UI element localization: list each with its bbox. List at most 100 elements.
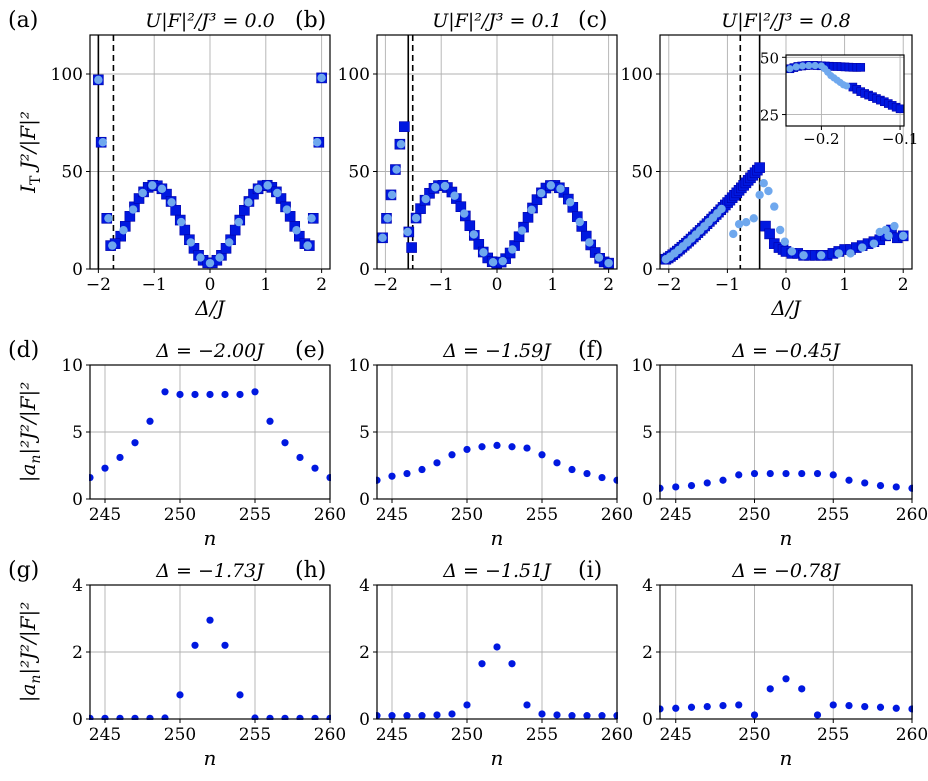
plot-frame — [785, 54, 905, 127]
x-axis-label: n — [780, 746, 793, 770]
series-0 — [659, 675, 913, 719]
circle-point-27 — [834, 249, 843, 258]
panel-label: (g) — [8, 558, 39, 583]
circle-point-22 — [383, 214, 392, 223]
circle-point-13 — [244, 198, 253, 207]
dot-point-9 — [798, 685, 806, 693]
dot-point-7 — [766, 469, 774, 478]
circle-point-9 — [205, 258, 215, 268]
series-0 — [376, 441, 618, 484]
dot-point-11 — [538, 710, 546, 718]
square-point-43 — [764, 228, 775, 240]
x-tick-label-0: −2 — [656, 275, 681, 295]
dot-point-6 — [463, 445, 471, 454]
series-group — [93, 72, 327, 269]
x-axis-label: n — [491, 526, 504, 550]
dot-point-12 — [845, 476, 853, 484]
panel-title: Δ = −1.73J — [155, 560, 265, 582]
dot-point-3 — [418, 465, 426, 474]
series-0 — [89, 388, 331, 482]
dot-point-9 — [798, 469, 806, 478]
x-axis-label: Δ/J — [194, 296, 225, 320]
dot-point-3 — [131, 439, 139, 447]
y-tick-label-1: 2 — [72, 643, 83, 663]
dot-point-10 — [236, 390, 244, 399]
circle-point-11 — [225, 238, 234, 247]
circle-point-25 — [312, 138, 322, 147]
circle-point-9 — [498, 256, 507, 266]
panel-title: Δ = −1.51J — [442, 560, 552, 582]
circle-point-20 — [604, 258, 613, 268]
square-point-49 — [399, 121, 410, 132]
x-axis-label: n — [780, 526, 793, 550]
dot-point-15 — [311, 464, 319, 472]
circle-point-17 — [575, 217, 584, 227]
dot-point-2 — [687, 482, 696, 490]
circle-point-25 — [799, 251, 808, 260]
panel-label: (i) — [578, 558, 602, 583]
dot-point-2 — [116, 453, 124, 462]
circle-point-18 — [292, 226, 301, 235]
dot-point-4 — [719, 702, 727, 710]
circle-point-28 — [846, 249, 855, 258]
dot-point-8 — [493, 441, 501, 449]
x-tick-label-0: 245 — [89, 505, 121, 525]
x-tick-label-0: 245 — [376, 725, 408, 745]
circle-point-0 — [786, 65, 794, 73]
panel-title: Δ = −0.45J — [731, 340, 841, 362]
circle-point-21 — [770, 202, 779, 211]
dot-point-8 — [782, 469, 790, 478]
x-tick-label-2: 0 — [205, 275, 216, 295]
y-tick-label-2: 10 — [348, 356, 370, 376]
dot-point-5 — [448, 710, 456, 718]
x-axis-label: n — [491, 746, 504, 770]
x-tick-label-1: 250 — [451, 505, 483, 525]
series-group — [785, 61, 905, 114]
square-point-12 — [464, 220, 476, 232]
dot-point-14 — [296, 714, 304, 720]
square-point-31 — [895, 104, 905, 114]
dot-point-10 — [523, 701, 531, 709]
y-axis-label: |an​|²J²/|F|² — [16, 382, 44, 483]
circle-point-8 — [196, 253, 205, 262]
panel-label: (b) — [295, 8, 326, 33]
dot-point-12 — [266, 417, 274, 425]
panel-label: (c) — [578, 8, 608, 33]
circle-point-0 — [119, 226, 128, 235]
circle-point-20 — [764, 186, 773, 196]
x-tick-label-1: −0.1 — [882, 130, 918, 148]
dot-point-6 — [750, 711, 759, 719]
y-tick-label-0: 0 — [642, 260, 653, 280]
circle-point-4 — [157, 184, 167, 194]
circle-point-1 — [128, 205, 138, 214]
series-0 — [659, 469, 913, 492]
circle-point-5 — [167, 198, 176, 207]
dot-point-15 — [598, 473, 606, 482]
y-tick-label-2: 100 — [338, 65, 370, 85]
x-tick-label-0: 245 — [89, 725, 121, 745]
dot-point-11 — [538, 451, 546, 459]
x-tick-label-3: 260 — [896, 505, 928, 525]
panel-label: (h) — [295, 558, 326, 583]
series-group — [376, 441, 618, 484]
x-tick-label-0: 245 — [376, 505, 408, 525]
circle-point-26 — [403, 227, 412, 237]
y-tick-label-2: 10 — [61, 356, 83, 376]
square-point-51 — [406, 242, 417, 253]
panel-title: Δ = −2.00J — [155, 340, 265, 362]
circle-point-16 — [273, 188, 282, 198]
x-tick-label-1: 250 — [738, 725, 770, 745]
dot-point-3 — [703, 703, 711, 711]
dot-point-12 — [845, 702, 853, 710]
square-point-27 — [239, 205, 250, 216]
x-tick-label-2: 255 — [817, 725, 849, 745]
circle-point-2 — [798, 62, 807, 70]
x-tick-label-2: 255 — [526, 725, 558, 745]
dot-point-11 — [829, 701, 837, 709]
x-tick-label-4: 2 — [316, 275, 327, 295]
x-tick-label-0: 245 — [660, 505, 692, 525]
x-tick-label-2: 255 — [239, 725, 271, 745]
x-tick-label-2: 255 — [817, 505, 849, 525]
y-tick-label-2: 4 — [72, 576, 83, 596]
panel-label: (d) — [8, 338, 39, 363]
